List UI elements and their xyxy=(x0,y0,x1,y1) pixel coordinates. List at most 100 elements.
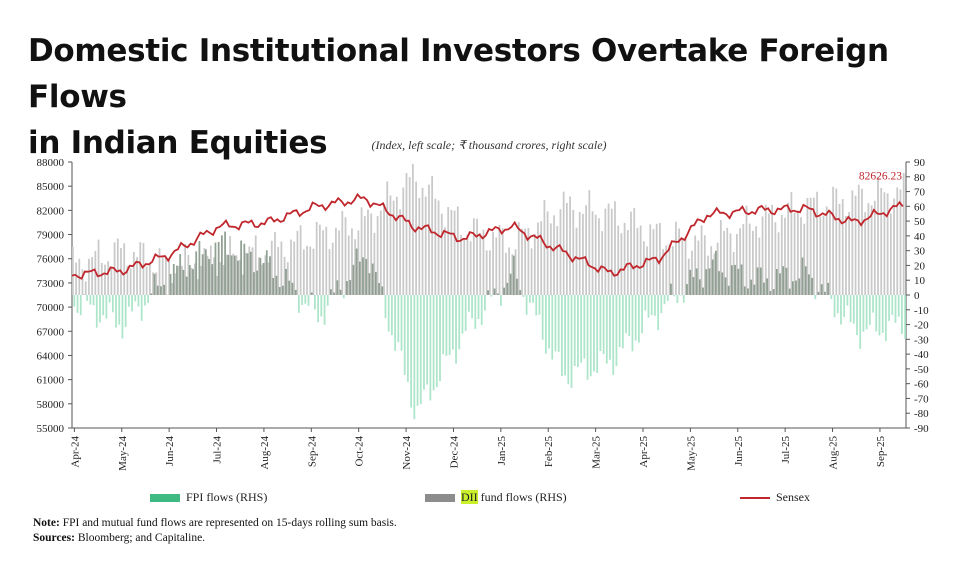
fpi-bar xyxy=(525,295,528,315)
dii-bar xyxy=(880,188,883,295)
fpi-bar xyxy=(259,257,262,295)
right-tick-label: -90 xyxy=(914,423,929,435)
dii-bar xyxy=(203,248,206,295)
fpi-bar xyxy=(362,257,364,295)
fpi-bar xyxy=(708,268,711,295)
dii-bar xyxy=(379,210,382,295)
dii-bar xyxy=(623,222,626,295)
dii-bar xyxy=(126,265,129,295)
dii-bar xyxy=(768,213,770,295)
dii-bar xyxy=(225,254,228,295)
dii-bar xyxy=(742,224,745,295)
fpi-bar xyxy=(811,277,813,295)
fpi-bar xyxy=(509,273,512,295)
dii-bar xyxy=(248,246,251,295)
fpi-bar xyxy=(795,280,797,295)
dii-bar xyxy=(213,257,215,295)
fpi-bar xyxy=(323,295,326,325)
fpi-bar xyxy=(833,295,836,318)
dii-bar xyxy=(498,224,501,295)
right-tick-label: 20 xyxy=(914,260,926,272)
dii-bar xyxy=(405,173,408,295)
dii-bar xyxy=(129,268,132,295)
dii-bar xyxy=(116,238,119,295)
fpi-bar xyxy=(506,282,509,295)
fpi-bar xyxy=(400,295,403,351)
dii-bar xyxy=(251,247,254,295)
dii-bar xyxy=(331,242,334,295)
right-tick-label: 40 xyxy=(914,231,926,243)
fpi-bar xyxy=(657,295,660,331)
fpi-bar xyxy=(634,295,637,341)
fpi-bar xyxy=(86,295,89,301)
dii-bar xyxy=(527,227,530,295)
dii-bar xyxy=(681,238,684,295)
fpi-bar xyxy=(884,295,887,342)
fpi-bar xyxy=(336,280,339,295)
fpi-swatch xyxy=(150,493,180,502)
dii-bar xyxy=(793,212,796,295)
dii-bar xyxy=(517,222,520,295)
fpi-bar xyxy=(320,295,323,317)
fpi-bar xyxy=(538,295,541,315)
dii-bar xyxy=(607,203,610,295)
fpi-bar xyxy=(432,295,435,391)
fpi-bar xyxy=(644,295,647,311)
dii-bar xyxy=(796,210,799,295)
dii-bar xyxy=(841,199,844,295)
fpi-bar xyxy=(875,295,878,332)
fpi-bar xyxy=(808,274,810,295)
fpi-bar xyxy=(467,295,470,312)
fpi-bar xyxy=(756,267,759,295)
fpi-bar xyxy=(301,295,303,306)
dii-bar xyxy=(383,203,385,295)
fpi-bar xyxy=(532,295,534,303)
fpi-bar xyxy=(182,269,185,295)
fpi-bar xyxy=(891,295,894,315)
dii-bar xyxy=(716,242,719,295)
fpi-bar xyxy=(801,257,804,295)
fpi-bar xyxy=(541,295,544,340)
dii-bar xyxy=(838,203,841,295)
dii-bar xyxy=(360,207,363,295)
dii-swatch xyxy=(425,493,455,502)
x-tick-label: Nov-24 xyxy=(401,436,413,470)
x-tick-label: Sep-25 xyxy=(875,436,887,468)
dii-bar xyxy=(444,227,446,295)
x-tick-label: Feb-25 xyxy=(543,436,555,468)
fpi-bar xyxy=(727,285,730,295)
fpi-bar xyxy=(621,295,624,349)
right-tick-label: 60 xyxy=(914,201,926,213)
fpi-bar xyxy=(333,292,336,295)
dii-bar xyxy=(784,217,786,295)
fpi-bar xyxy=(904,295,906,339)
dii-bar xyxy=(328,249,331,295)
dii-bar xyxy=(806,197,809,295)
fpi-bar xyxy=(682,295,685,303)
dii-bar xyxy=(142,242,145,295)
dii-bar xyxy=(719,219,722,295)
fpi-bar xyxy=(660,295,663,314)
right-tick-label: -50 xyxy=(914,364,929,376)
fpi-bar xyxy=(577,295,579,367)
dii-bar xyxy=(825,206,828,295)
fpi-bar xyxy=(147,295,149,303)
fpi-bar xyxy=(208,259,210,295)
fpi-bar xyxy=(734,264,736,295)
dii-bar xyxy=(91,257,94,295)
fpi-bar xyxy=(445,295,448,356)
fpi-bar xyxy=(785,267,788,295)
dii-bar xyxy=(177,265,180,295)
fpi-bar xyxy=(230,255,233,295)
chart-notes: Note: FPI and mutual fund flows are repr… xyxy=(33,516,397,546)
fpi-bar xyxy=(599,295,602,352)
x-tick-label: Apr-24 xyxy=(69,436,81,468)
dii-bar xyxy=(100,262,103,295)
dii-bar xyxy=(774,222,777,295)
dii-bar xyxy=(588,190,591,295)
dii-bar xyxy=(363,216,366,295)
dii-bar xyxy=(181,265,183,295)
dii-bar xyxy=(732,252,735,295)
fpi-bar xyxy=(211,264,214,295)
